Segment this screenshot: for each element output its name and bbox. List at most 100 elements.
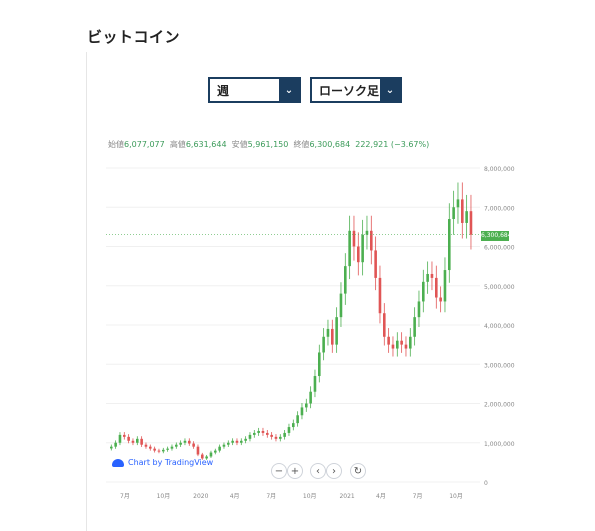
close-value: 6,300,684 [309, 140, 351, 149]
candle-body [448, 219, 451, 271]
candle-body [404, 344, 408, 349]
candle-body [413, 317, 416, 337]
candle-body [261, 430, 265, 433]
candle-body [348, 230, 351, 267]
candle-body [396, 340, 399, 349]
y-tick-label: 8,000,000 [484, 166, 515, 173]
candle-body [335, 317, 338, 345]
candle-body [391, 344, 395, 349]
reset-chart-button[interactable]: ↻ [350, 463, 366, 479]
candle-body [175, 444, 178, 447]
interval-select[interactable]: 週 ⌄ [208, 77, 301, 103]
candle-body [296, 415, 299, 424]
low-label: 安値 [231, 140, 248, 149]
candle-body [136, 438, 139, 443]
tradingview-attribution[interactable]: Chart by TradingView [112, 458, 213, 467]
candle-body [253, 432, 256, 435]
y-tick-label: 6,000,000 [484, 245, 515, 252]
chart-type-select[interactable]: ローソク足 ⌄ [310, 77, 402, 103]
candle-body [443, 270, 447, 302]
candle-body [326, 328, 330, 337]
x-tick-label: 4月 [230, 493, 240, 500]
scroll-left-button[interactable]: ‹ [310, 463, 326, 479]
tradingview-label: Chart by TradingView [128, 458, 214, 467]
candle-body [365, 230, 369, 235]
candle-body [110, 446, 113, 449]
candle-body [313, 376, 317, 392]
high-value: 6,631,644 [185, 140, 227, 149]
candle-body [123, 434, 126, 437]
candle-body [235, 440, 239, 443]
candle-body [201, 454, 204, 459]
candle-body [266, 432, 269, 435]
candle-body [439, 297, 442, 302]
candle-body [248, 434, 252, 439]
y-tick-label: 4,000,000 [484, 323, 515, 330]
content-border [86, 52, 87, 531]
x-tick-label: 7月 [266, 493, 276, 500]
candle-body [357, 246, 360, 263]
candle-body [114, 442, 117, 447]
open-value: 6,077,077 [124, 140, 165, 149]
candle-body [417, 301, 421, 318]
high-label: 高値 [169, 140, 186, 149]
close-label: 終値 [293, 140, 310, 149]
candle-body [183, 440, 187, 443]
candle-body [352, 230, 356, 247]
candle-body [162, 449, 165, 452]
zoom-out-button[interactable]: − [271, 463, 287, 479]
candle-body [218, 446, 221, 451]
candle-body [387, 336, 390, 345]
candle-body [300, 407, 304, 416]
chevron-down-icon[interactable]: ⌄ [279, 79, 299, 101]
open-label: 始値 [108, 140, 124, 149]
candle-body [257, 430, 260, 433]
scroll-right-button[interactable]: › [326, 463, 342, 479]
candle-body [144, 444, 148, 447]
candlestick-chart[interactable]: 0 1,000,000 2,000,000 3,000,000 4,000,000 5,0… [100, 128, 520, 518]
change-value: 222,921 (−3.67%) [355, 140, 430, 149]
candle-body [426, 273, 429, 282]
y-tick-label: 7,000,000 [484, 205, 515, 212]
candle-body [214, 450, 217, 453]
candle-body [118, 434, 122, 443]
candle-body [309, 391, 312, 404]
x-tick-label: 4月 [376, 493, 386, 500]
candle-body [240, 440, 243, 443]
candle-body [166, 448, 169, 450]
candle-body [292, 423, 295, 428]
y-tick-label: 3,000,000 [484, 362, 515, 369]
candle-body [179, 442, 182, 445]
candle-body [430, 273, 434, 278]
candle-body [331, 328, 334, 345]
candle-body [409, 336, 412, 349]
candle-body [244, 438, 247, 441]
candle-body [361, 234, 364, 263]
candle-body [222, 444, 226, 447]
candle-body [435, 277, 438, 298]
candle-body [231, 440, 234, 443]
interval-select-value: 週 [217, 83, 230, 98]
candle-body [192, 443, 195, 447]
tradingview-logo-icon [112, 458, 124, 467]
chevron-down-icon[interactable]: ⌄ [380, 79, 400, 101]
x-tick-label: 7月 [120, 493, 130, 500]
candle-body [400, 340, 403, 345]
candle-body [287, 427, 291, 433]
candle-body [140, 438, 143, 445]
candle-body [283, 432, 286, 437]
y-tick-label: 5,000,000 [484, 284, 515, 291]
candle-body [339, 293, 343, 318]
candle-body [205, 456, 208, 459]
candle-body [127, 436, 130, 441]
x-tick-label: 7月 [413, 493, 423, 500]
candle-body [149, 446, 152, 449]
candle-body [378, 277, 382, 314]
current-price-tag: 6,300,684 [481, 231, 512, 241]
x-tick-label: 10月 [303, 493, 317, 500]
candle-body [279, 436, 282, 439]
candle-body [465, 211, 468, 223]
candle-body [153, 448, 156, 451]
zoom-in-button[interactable]: + [287, 463, 303, 479]
x-tick-label: 2020 [193, 493, 208, 500]
